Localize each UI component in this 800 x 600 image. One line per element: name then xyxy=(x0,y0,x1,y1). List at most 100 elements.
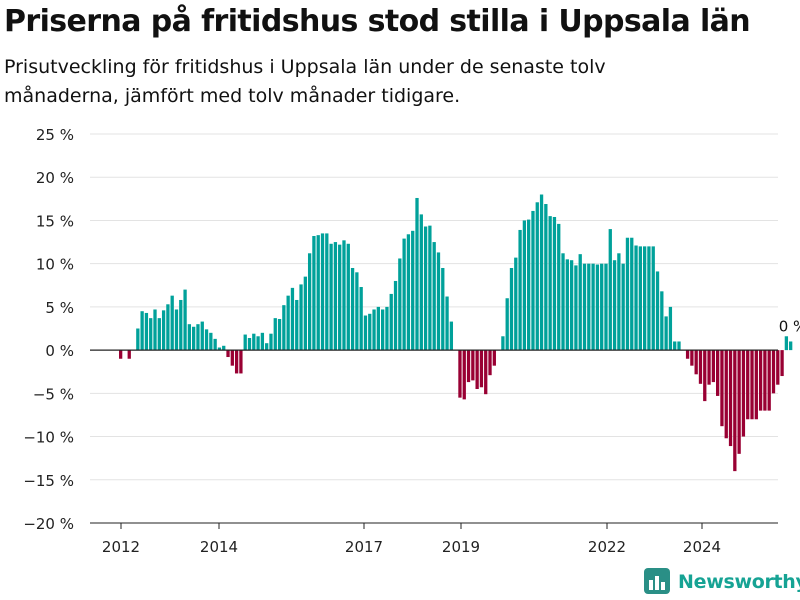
bar xyxy=(694,350,698,375)
bar xyxy=(582,263,587,351)
bar xyxy=(290,287,295,351)
bar xyxy=(711,350,716,383)
bar xyxy=(475,350,479,390)
bar xyxy=(333,242,338,351)
bar xyxy=(617,253,621,351)
bar xyxy=(346,243,350,351)
bar xyxy=(295,299,299,351)
bar xyxy=(209,332,213,351)
bar xyxy=(316,235,320,351)
x-axis: 2012 2014 2017 2019 2022 2024 xyxy=(90,522,778,556)
bar xyxy=(265,343,269,351)
bar xyxy=(655,271,660,351)
y-axis: −20 % −15 % −10 % −5 % 0 % 5 % 10 % 15 % 20 % 25 … xyxy=(23,126,74,533)
bar xyxy=(716,350,720,396)
bar xyxy=(325,233,329,351)
bar xyxy=(660,291,664,351)
bar xyxy=(368,313,372,351)
bar xyxy=(419,214,423,351)
y-tick-label: 20 % xyxy=(36,169,74,187)
bar xyxy=(728,350,733,447)
bar xyxy=(226,350,230,358)
bar xyxy=(286,295,290,351)
bar xyxy=(518,229,522,351)
bar xyxy=(119,350,123,359)
bar xyxy=(157,318,161,351)
chart-subtitle: Prisutveckling för fritidshus i Uppsala … xyxy=(4,56,606,107)
bar xyxy=(685,350,690,359)
bar xyxy=(771,350,776,394)
bar xyxy=(277,318,282,351)
bar xyxy=(638,246,642,351)
bar xyxy=(552,216,557,351)
bar xyxy=(741,350,746,437)
bar xyxy=(677,341,681,351)
bar xyxy=(359,287,363,351)
bar xyxy=(737,350,741,454)
bar xyxy=(140,311,144,351)
bar xyxy=(441,267,445,351)
bar xyxy=(569,260,574,351)
last-value-annotation: 0 % xyxy=(779,318,800,336)
bar xyxy=(411,230,415,351)
bar xyxy=(200,321,204,351)
bar xyxy=(514,257,518,351)
bar xyxy=(239,350,243,374)
bar xyxy=(299,284,303,351)
bar xyxy=(479,350,484,388)
bar xyxy=(342,240,346,351)
x-tick-label: 2012 xyxy=(102,538,140,556)
bar xyxy=(651,246,655,351)
bar xyxy=(312,236,316,351)
bar xyxy=(234,350,239,374)
bar xyxy=(578,254,582,351)
bar xyxy=(557,223,561,351)
bar xyxy=(192,326,196,351)
bar xyxy=(406,234,411,351)
bar xyxy=(363,315,368,351)
bar xyxy=(754,350,758,420)
x-tick-label: 2014 xyxy=(200,538,238,556)
bar xyxy=(600,263,604,351)
bar xyxy=(170,295,174,351)
bar xyxy=(338,244,342,351)
bar xyxy=(574,265,578,351)
bar xyxy=(423,226,428,351)
bar xyxy=(149,318,153,351)
bar xyxy=(144,312,149,351)
bar xyxy=(329,243,333,351)
bar xyxy=(630,237,634,351)
bar xyxy=(733,350,737,472)
bar xyxy=(303,276,307,351)
y-tick-label: 0 % xyxy=(45,342,74,360)
newsworthy-chart-icon xyxy=(644,568,670,594)
bar xyxy=(355,272,359,351)
bar xyxy=(707,350,711,385)
bar xyxy=(183,289,187,351)
bar xyxy=(376,306,380,351)
bar xyxy=(462,350,466,400)
bar xyxy=(127,350,131,359)
y-tick-label: −10 % xyxy=(23,429,74,447)
bar xyxy=(153,309,157,351)
bar xyxy=(213,338,217,351)
bar xyxy=(544,204,548,351)
bar xyxy=(428,225,432,351)
bar xyxy=(664,316,668,351)
bar xyxy=(780,350,784,377)
bar xyxy=(385,306,389,351)
y-tick-label: −5 % xyxy=(33,385,74,403)
bar xyxy=(625,237,630,351)
x-tick-label: 2024 xyxy=(683,538,721,556)
bar xyxy=(595,264,600,351)
bar xyxy=(548,216,552,351)
bar xyxy=(402,238,406,351)
bar xyxy=(260,332,265,351)
bar xyxy=(187,324,192,351)
bar xyxy=(196,324,200,351)
y-tick-label: 10 % xyxy=(36,256,74,274)
bar xyxy=(746,350,750,420)
bar xyxy=(389,293,393,351)
y-tick-label: −15 % xyxy=(23,472,74,490)
bar xyxy=(750,350,754,420)
